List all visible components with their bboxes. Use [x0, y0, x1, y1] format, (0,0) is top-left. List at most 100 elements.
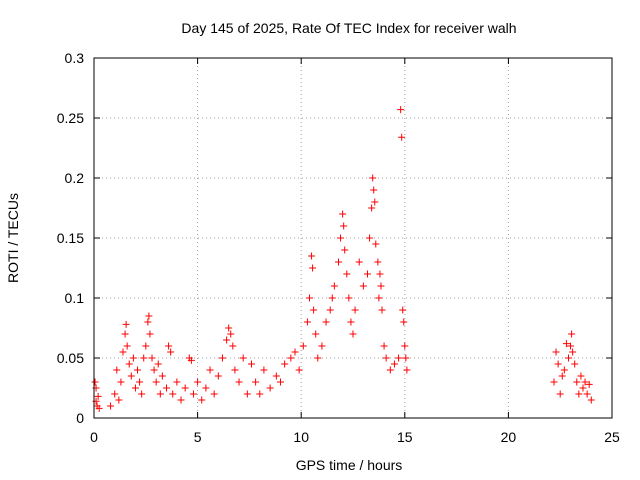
data-point-0-89 — [347, 318, 355, 326]
data-point-0-38 — [177, 396, 185, 404]
y-tick-label-4: 0.2 — [65, 170, 85, 186]
data-point-0-37 — [173, 378, 181, 386]
data-point-0-46 — [206, 366, 214, 374]
data-point-0-6 — [107, 402, 115, 410]
data-point-0-8 — [113, 366, 121, 374]
data-point-0-60 — [256, 390, 264, 398]
data-point-0-98 — [370, 186, 378, 194]
data-point-0-42 — [189, 390, 197, 398]
data-point-0-58 — [247, 360, 255, 368]
data-point-0-63 — [272, 372, 280, 380]
data-point-0-65 — [281, 360, 289, 368]
data-point-0-87 — [343, 270, 351, 278]
data-point-0-73 — [309, 264, 317, 272]
data-point-0-83 — [337, 234, 345, 242]
data-point-0-72 — [308, 252, 316, 260]
data-point-0-134 — [581, 378, 589, 386]
data-point-0-82 — [334, 258, 342, 266]
data-point-0-113 — [399, 306, 407, 314]
data-point-0-35 — [167, 348, 175, 356]
data-point-0-43 — [194, 378, 202, 386]
data-point-0-0 — [91, 378, 99, 386]
tick-layer: 0 5 10 15 20 25 0 0.05 0.1 0.15 0.2 0.25 0.3 — [57, 50, 620, 445]
data-point-0-79 — [326, 306, 334, 314]
data-point-0-19 — [134, 366, 142, 374]
data-point-0-30 — [154, 360, 162, 368]
data-layer — [91, 106, 595, 412]
data-point-0-48 — [214, 372, 222, 380]
data-point-0-123 — [560, 366, 568, 374]
data-point-0-16 — [127, 372, 135, 380]
data-point-0-103 — [376, 270, 384, 278]
data-point-0-107 — [382, 354, 390, 362]
data-point-0-64 — [276, 378, 284, 386]
data-point-0-101 — [374, 258, 382, 266]
data-point-0-86 — [341, 246, 349, 254]
data-point-0-135 — [583, 390, 591, 398]
data-point-0-44 — [198, 396, 206, 404]
data-point-0-20 — [136, 378, 144, 386]
data-point-0-67 — [291, 348, 299, 356]
data-point-0-124 — [562, 340, 570, 348]
data-point-0-80 — [328, 294, 336, 302]
data-point-0-70 — [303, 318, 311, 326]
data-point-0-53 — [229, 342, 237, 350]
data-point-0-121 — [556, 390, 564, 398]
data-point-0-111 — [397, 106, 405, 114]
data-point-0-59 — [252, 378, 260, 386]
data-point-0-11 — [119, 348, 127, 356]
data-point-0-33 — [163, 384, 171, 392]
data-point-0-125 — [564, 354, 572, 362]
data-point-0-91 — [351, 306, 359, 314]
data-point-0-96 — [368, 204, 376, 212]
data-point-0-31 — [156, 390, 164, 398]
data-point-0-131 — [575, 390, 583, 398]
data-point-0-47 — [210, 390, 218, 398]
data-point-0-133 — [579, 384, 587, 392]
data-point-0-9 — [115, 396, 123, 404]
data-point-0-10 — [117, 378, 125, 386]
data-point-0-17 — [129, 354, 137, 362]
data-point-0-29 — [152, 378, 160, 386]
data-point-0-75 — [312, 330, 320, 338]
data-point-0-34 — [165, 342, 173, 350]
data-point-0-110 — [395, 354, 403, 362]
data-point-0-100 — [372, 240, 380, 248]
x-tick-label-5: 25 — [604, 429, 620, 445]
data-point-0-126 — [567, 342, 575, 350]
data-point-0-23 — [142, 342, 150, 350]
y-tick-label-3: 0.15 — [57, 230, 84, 246]
data-point-0-117 — [403, 366, 411, 374]
data-point-0-102 — [375, 294, 383, 302]
y-tick-label-5: 0.25 — [57, 110, 84, 126]
data-point-0-112 — [398, 133, 406, 141]
data-point-0-108 — [386, 366, 394, 374]
data-point-0-66 — [287, 354, 295, 362]
data-point-0-14 — [123, 342, 131, 350]
data-point-0-4 — [95, 404, 103, 412]
data-point-0-115 — [401, 342, 409, 350]
data-point-0-88 — [345, 294, 353, 302]
data-point-0-122 — [558, 372, 566, 380]
data-point-0-55 — [235, 378, 243, 386]
grid-layer — [94, 58, 612, 418]
data-point-0-77 — [318, 342, 326, 350]
data-point-0-51 — [225, 324, 233, 332]
data-point-0-22 — [140, 354, 148, 362]
data-point-0-74 — [310, 306, 318, 314]
data-point-0-49 — [218, 354, 226, 362]
data-point-0-90 — [349, 330, 357, 338]
data-point-0-120 — [554, 360, 562, 368]
data-point-0-99 — [371, 198, 379, 206]
data-point-0-39 — [181, 384, 189, 392]
data-point-0-68 — [295, 366, 303, 374]
data-point-0-129 — [571, 360, 579, 368]
data-point-0-130 — [573, 378, 581, 386]
x-tick-label-0: 0 — [90, 429, 98, 445]
data-point-0-97 — [369, 174, 377, 182]
data-point-0-69 — [299, 342, 307, 350]
data-point-0-56 — [239, 354, 247, 362]
data-point-0-18 — [131, 384, 139, 392]
